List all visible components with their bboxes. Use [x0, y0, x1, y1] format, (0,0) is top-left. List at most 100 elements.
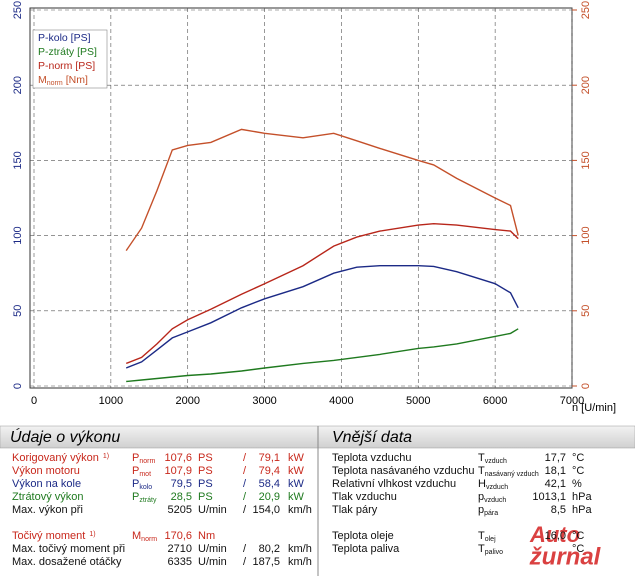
symbol-sub: olej: [485, 536, 496, 543]
row-unit2: kW: [288, 465, 305, 477]
symbol-main: p: [478, 504, 484, 516]
y-tick-label: 0: [12, 383, 24, 389]
y-tick-label: 250: [12, 1, 24, 19]
symbol-main: H: [478, 478, 486, 490]
symbol-sub: norm: [139, 458, 155, 465]
row-unit2: km/h: [288, 543, 312, 555]
row-symbol: Pztráty: [132, 491, 157, 504]
row-value2: 79,1: [259, 452, 280, 464]
x-tick-label: 3000: [252, 395, 276, 407]
row-symbol: ppára: [478, 504, 498, 517]
row-unit: PS: [198, 478, 213, 490]
label-text: Výkon motoru: [12, 465, 80, 477]
legend-box: [32, 29, 108, 89]
row-symbol: Tolej: [478, 530, 496, 543]
label-text: Výkon na kole: [12, 478, 81, 490]
row-symbol: Hvzduch: [478, 478, 508, 491]
symbol-sub: nasávaný vzduch: [485, 471, 539, 478]
symbol-sub: mot: [139, 471, 151, 478]
label-text: Tlak páry: [332, 504, 378, 516]
row-unit: hPa: [572, 504, 592, 516]
row-label: Výkon motoru: [12, 465, 80, 477]
y-tick-label: 50: [12, 305, 24, 317]
row-symbol: Pkolo: [132, 478, 152, 491]
row-symbol: Tnasávaný vzduch: [478, 465, 539, 478]
symbol-main: T: [478, 543, 485, 555]
label-text: Max. točivý moment při: [12, 543, 125, 555]
row-value: 28,5: [171, 491, 192, 503]
row-value: 2710: [168, 543, 192, 555]
row-value2: 20,9: [259, 491, 280, 503]
x-tick-label: 0: [31, 395, 37, 407]
y-tick-label: 150: [12, 151, 24, 169]
row-label: Max. dosažené otáčky: [12, 556, 122, 568]
legend-name: P-kolo [PS]: [38, 32, 91, 44]
row-label: Teplota vzduchu: [332, 452, 412, 464]
logo-bottom: žurnal: [529, 543, 602, 570]
row-unit: °C: [572, 530, 584, 542]
label-text: Teplota nasávaného vzduchu: [332, 465, 475, 477]
row-symbol: Pnorm: [132, 452, 155, 465]
row-unit: °C: [572, 543, 584, 555]
symbol-main: P: [132, 465, 139, 477]
symbol-sub: vzduch: [486, 484, 508, 491]
symbol-main: P: [132, 478, 139, 490]
row-label: Max. točivý moment při: [12, 543, 125, 555]
x-tick-label: 5000: [406, 395, 430, 407]
y2-tick-label: 150: [580, 151, 592, 169]
performance-title: Údaje o výkonu: [10, 427, 120, 446]
symbol-main: M: [132, 530, 141, 542]
x-tick-label: 6000: [483, 395, 507, 407]
row-value: 170,6: [164, 530, 192, 542]
label-text: Teplota paliva: [332, 543, 400, 555]
row-unit: hPa: [572, 491, 592, 503]
y-tick-label: 100: [12, 226, 24, 244]
symbol-sub: pára: [484, 510, 498, 517]
symbol-main: T: [478, 465, 485, 477]
row-label: Teplota paliva: [332, 543, 400, 555]
symbol-sub: vzduch: [484, 497, 506, 504]
row-separator: /: [243, 556, 247, 568]
symbol-main: P: [132, 491, 139, 503]
row-value: 79,5: [171, 478, 192, 490]
row-symbol: Tpalivo: [478, 543, 503, 556]
label-text: Točivý moment: [12, 530, 85, 542]
logo-top: Auto: [529, 522, 580, 547]
row-separator: /: [243, 504, 247, 516]
row-value: 8,5: [551, 504, 566, 516]
y2-tick-label: 250: [580, 1, 592, 19]
label-text: Korigovaný výkon: [12, 452, 99, 464]
x-tick-label: 1000: [99, 395, 123, 407]
symbol-sub: kolo: [139, 484, 152, 491]
row-label: Teplota oleje: [332, 530, 394, 542]
y2-tick-label: 100: [580, 226, 592, 244]
label-text: Ztrátový výkon: [12, 491, 84, 503]
y2-tick-label: 50: [580, 305, 592, 317]
series-line: [125, 128, 519, 251]
row-separator: /: [243, 452, 247, 464]
row-value: 6335: [168, 556, 192, 568]
y2-tick-label: 0: [580, 383, 592, 389]
legend-name: P-norm [PS]: [38, 60, 95, 72]
row-value: 18,1: [545, 465, 566, 477]
label-text: Teplota oleje: [332, 530, 394, 542]
label-text: Teplota vzduchu: [332, 452, 412, 464]
label-note: 1): [103, 453, 109, 460]
series-line: [125, 222, 519, 365]
symbol-sub: vzduch: [485, 458, 507, 465]
row-unit: U/min: [198, 556, 227, 568]
symbol-main: T: [478, 530, 485, 542]
series-line: [126, 328, 519, 383]
row-value: 16,0: [545, 530, 566, 542]
row-unit: PS: [198, 491, 213, 503]
row-label: Korigovaný výkon 1): [12, 452, 109, 464]
row-symbol: pvzduch: [478, 491, 506, 504]
ambient-title: Vnější data: [332, 429, 412, 446]
row-value: 5205: [168, 504, 192, 516]
legend-unit: [Nm]: [66, 74, 88, 86]
row-unit: Nm: [198, 530, 215, 542]
row-symbol: Tvzduch: [478, 452, 507, 465]
row-value: 17,7: [545, 452, 566, 464]
row-unit: %: [572, 478, 582, 490]
symbol-main: T: [478, 452, 485, 464]
